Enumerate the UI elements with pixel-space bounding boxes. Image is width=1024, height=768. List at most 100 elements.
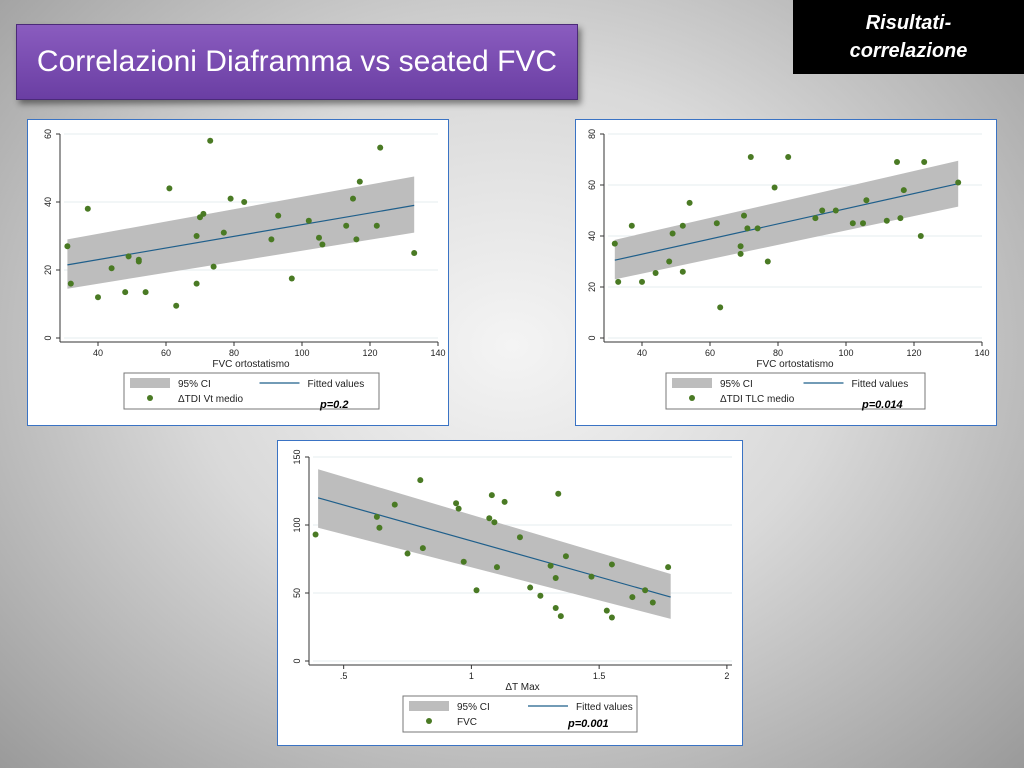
data-point <box>527 584 534 591</box>
data-point <box>955 179 962 186</box>
data-point <box>419 545 426 552</box>
x-tick-label: 100 <box>838 348 853 358</box>
data-point <box>84 205 91 212</box>
data-point <box>316 234 322 241</box>
data-point <box>860 220 866 227</box>
data-point <box>819 207 826 214</box>
data-point <box>642 587 649 594</box>
data-point <box>493 564 500 571</box>
legend-swatch-ci <box>130 378 170 388</box>
data-point <box>652 269 659 276</box>
data-point <box>713 220 720 227</box>
data-point <box>744 225 751 232</box>
p-value-annotation: p=0.014 <box>861 399 903 411</box>
y-tick-label: 40 <box>587 231 597 241</box>
x-tick-label: 60 <box>161 348 171 358</box>
x-tick-label: 80 <box>773 348 783 358</box>
y-tick-label: 50 <box>292 588 302 598</box>
data-point <box>679 222 686 229</box>
data-point <box>737 243 744 250</box>
x-tick-label: 120 <box>906 348 921 358</box>
legend-swatch-point <box>689 395 695 401</box>
legend-label: Fitted values <box>308 379 365 390</box>
slide-title: Correlazioni Diaframma vs seated FVC <box>36 45 558 78</box>
data-point <box>373 222 380 229</box>
legend-label: ΔTDI TLC medio <box>720 394 795 405</box>
data-point <box>391 501 398 508</box>
data-point <box>917 233 924 239</box>
data-point <box>649 599 656 606</box>
x-tick-label: 1 <box>469 671 474 681</box>
x-axis-label: FVC ortostatismo <box>212 359 290 370</box>
legend-label: Fitted values <box>576 702 633 713</box>
y-tick-label: 60 <box>587 180 597 190</box>
data-point <box>737 250 744 257</box>
chart-2: 0 20 40 60 80 40 60 80 100 120 140 FVC ortostatismo… <box>587 129 990 411</box>
data-point <box>771 184 778 191</box>
data-point <box>193 233 200 239</box>
legend-label: ΔTDI Vt medio <box>178 394 243 405</box>
data-point <box>404 550 411 557</box>
data-point <box>894 159 900 166</box>
data-point <box>356 178 363 185</box>
data-point <box>741 212 747 219</box>
y-tick-label: 150 <box>292 449 302 464</box>
x-tick-label: 1.5 <box>593 671 606 681</box>
data-point <box>220 229 227 236</box>
x-tick-label: .5 <box>340 671 348 681</box>
chart-1: 0 20 40 60 40 60 80 100 120 140 FVC ortostatismo95… <box>43 129 446 411</box>
data-point <box>343 222 350 229</box>
x-tick-label: 40 <box>637 348 647 358</box>
data-point <box>863 197 870 204</box>
legend-swatch-point <box>426 718 432 724</box>
data-point <box>611 240 618 247</box>
data-point <box>312 531 319 538</box>
y-tick-label: 0 <box>292 658 302 663</box>
y-tick-label: 20 <box>43 265 53 275</box>
data-point <box>516 534 523 541</box>
fitted-line <box>67 204 415 266</box>
data-point <box>166 185 173 192</box>
data-point <box>207 137 214 144</box>
legend-swatch-ci <box>409 701 449 711</box>
data-point <box>305 217 312 224</box>
data-point <box>135 258 142 265</box>
data-point <box>547 562 554 569</box>
fitted-line <box>614 183 959 261</box>
data-point <box>193 280 200 287</box>
data-point <box>883 217 890 224</box>
x-tick-label: 100 <box>294 348 309 358</box>
data-point <box>275 212 282 219</box>
x-tick-label: 140 <box>430 348 445 358</box>
x-axis-label: ΔT Max <box>505 682 539 693</box>
data-point <box>350 195 356 202</box>
chart-3: 0 50 100 150 .5 1 1.5 2 ΔT Max 95% CI Fitted value… <box>292 449 732 733</box>
data-point <box>665 564 672 571</box>
legend-swatch-point <box>147 395 153 401</box>
data-point <box>562 553 569 560</box>
data-point <box>552 575 559 582</box>
data-point <box>95 294 101 301</box>
legend-label: 95% CI <box>457 702 490 713</box>
x-tick-label: 140 <box>974 348 989 358</box>
data-point <box>108 265 115 272</box>
data-point <box>122 289 129 296</box>
y-tick-label: 80 <box>587 129 597 139</box>
data-point <box>754 225 761 232</box>
x-tick-label: 60 <box>705 348 715 358</box>
data-point <box>200 210 207 217</box>
y-tick-label: 60 <box>43 129 53 139</box>
data-point <box>501 498 508 505</box>
y-tick-label: 100 <box>292 517 302 532</box>
data-point <box>686 199 693 206</box>
data-point <box>411 250 418 256</box>
p-value-annotation: p=0.2 <box>319 399 348 411</box>
p-value-annotation: p=0.001 <box>567 718 609 730</box>
data-point <box>588 573 595 580</box>
ci-band <box>318 469 671 619</box>
data-point <box>628 222 635 229</box>
section-label-box: Risultati- correlazione <box>793 0 1024 74</box>
data-point <box>603 607 610 614</box>
data-point <box>64 243 71 250</box>
data-point <box>666 258 673 265</box>
